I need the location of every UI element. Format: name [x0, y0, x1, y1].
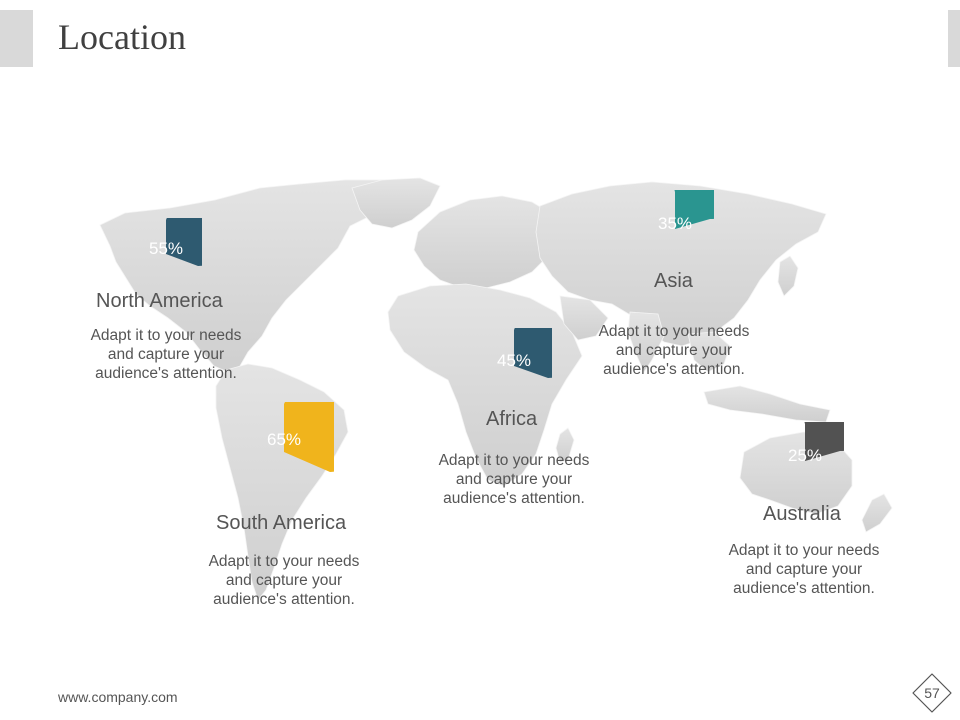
- asia-percent: 35%: [657, 214, 693, 233]
- south-america-percent: 65%: [266, 430, 302, 449]
- north-america-percent-badge: 55%: [130, 218, 202, 290]
- india-landmass: [627, 311, 665, 373]
- north-america-percent-ring: [166, 218, 202, 266]
- africa-percent-ring: [514, 328, 552, 378]
- south-america-percent-badge: 65%: [234, 402, 334, 502]
- south-america-percent-ring: [284, 402, 334, 472]
- europe-landmass: [413, 195, 557, 289]
- new-zealand-landmass: [861, 493, 893, 533]
- africa-label: Africa: [486, 408, 538, 430]
- asia-description: Adapt it to your needs and capture your …: [598, 323, 750, 378]
- south-america-description: Adapt it to your needs and capture your …: [208, 553, 360, 608]
- africa-percent: 45%: [496, 351, 532, 370]
- asia-percent-ring: [674, 190, 714, 229]
- australia-label: Australia: [763, 503, 841, 525]
- page-number: 57: [924, 685, 940, 701]
- africa-percent-badge: 45%: [476, 328, 552, 404]
- north-america-label: North America: [96, 290, 223, 312]
- page-number-diamond: [912, 673, 952, 713]
- north-america-percent: 55%: [148, 239, 184, 258]
- indonesia-landmass: [703, 385, 831, 423]
- africa-description: Adapt it to your needs and capture your …: [438, 452, 590, 507]
- header-accent-right: [948, 10, 960, 67]
- asia-landmass: [535, 181, 827, 347]
- greenland-landmass: [351, 177, 441, 229]
- page-title: Location: [58, 17, 186, 57]
- madagascar-landmass: [555, 427, 575, 463]
- australia-percent: 25%: [787, 446, 823, 465]
- asia-label: Asia: [654, 270, 693, 292]
- north-america-description: Adapt it to your needs and capture your …: [90, 327, 242, 382]
- arabia-landmass: [559, 295, 609, 341]
- australia-description: Adapt it to your needs and capture your …: [728, 542, 880, 597]
- australia-percent-badge: 25%: [766, 422, 844, 500]
- japan-landmass: [777, 255, 799, 297]
- header-accent-left: [0, 10, 33, 67]
- south-america-label: South America: [216, 512, 347, 534]
- asia-percent-badge: 35%: [636, 190, 714, 268]
- footer-url: www.company.com: [58, 689, 178, 705]
- southeast-asia-landmass: [687, 331, 731, 373]
- australia-percent-ring: [804, 422, 844, 461]
